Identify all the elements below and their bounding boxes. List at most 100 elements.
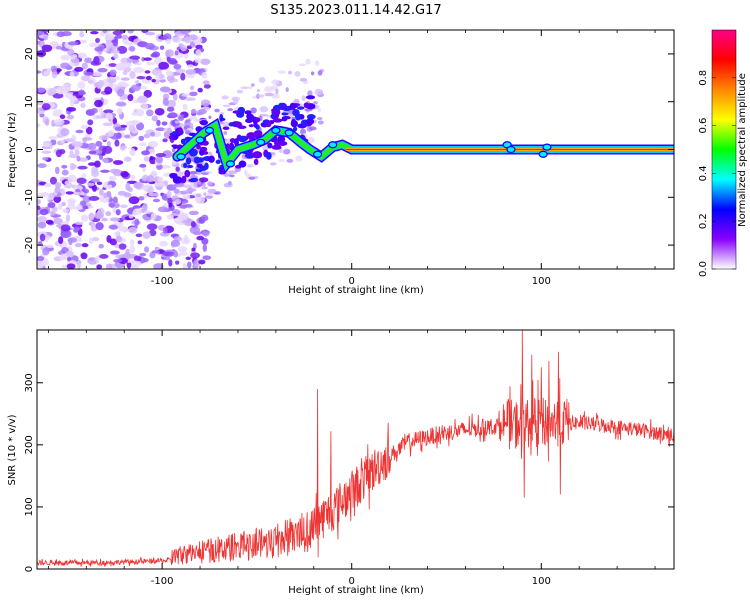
ridge-blob [542,143,552,151]
heatmap-speckle-cell [167,57,177,65]
heatmap-speckle-cell [65,191,74,195]
heatmap-speckle-cell [54,182,62,189]
heatmap-speckle-cell [166,74,175,83]
heatmap-speckle-cell [190,220,196,228]
heatmap-speckle-cell [107,184,113,189]
heatmap-speckle-cell [159,86,171,93]
heatmap-speckle-cell [112,30,123,36]
heatmap-speckle-cell [76,177,87,185]
heatmap-speckle-cell [130,84,141,92]
heatmap-blob [282,106,291,112]
heatmap-speckle-cell [195,195,202,204]
heatmap-speckle-cell [97,79,105,88]
heatmap-speckle-cell [52,92,64,99]
heatmap-blob [195,168,203,173]
heatmap-blob [244,110,252,115]
heatmap-speckle-cell [127,187,133,192]
heatmap-speckle-cell [202,231,210,237]
heatmap-blob [172,135,178,141]
heatmap-speckle-cell [229,174,235,178]
ridge-blob [256,138,266,146]
heatmap-y-label: Frequency (Hz) [7,112,18,188]
heatmap-speckle-cell [201,172,209,175]
heatmap-speckle-cell [139,252,147,257]
heatmap-speckle-cell [73,226,80,232]
heatmap-speckle-cell [62,208,70,214]
heatmap-speckle-cell [67,49,75,56]
heatmap-speckle-cell [88,42,100,48]
heatmap-speckle-cell [118,228,130,232]
heatmap-speckle-cell [58,148,66,155]
heatmap-speckle-cell [132,205,141,209]
heatmap-speckle-cell [94,46,104,52]
heatmap-speckle-cell [277,70,287,74]
heatmap-blob [281,117,288,122]
heatmap-speckle-cell [76,204,83,210]
heatmap-speckle-cell [134,218,140,226]
heatmap-speckle-cell [65,250,75,258]
heatmap-speckle-cell [60,224,71,232]
heatmap-speckle-cell [257,94,265,98]
heatmap-speckle-cell [317,120,324,125]
heatmap-speckle-cell [173,63,182,70]
heatmap-blob [215,159,221,165]
heatmap-speckle-cell [46,244,54,249]
heatmap-speckle-cell [49,210,56,216]
heatmap-speckle-cell [133,182,143,189]
heatmap-speckle-cell [50,65,58,72]
heatmap-speckle-cell [121,62,132,68]
heatmap-speckle-cell [37,70,42,74]
heatmap-speckle-cell [288,70,292,75]
heatmap-blob [196,163,203,169]
snr-y-ticks: 0 100 200 300 [24,373,674,572]
heatmap-speckle-cell [137,240,143,245]
snr-x-label: Height of straight line (km) [288,585,424,596]
heatmap-speckle-cell [183,36,192,44]
heatmap-speckle-cell [154,182,166,187]
heatmap-speckle-cell [48,192,56,199]
heatmap-speckle-cell [105,33,115,38]
heatmap-speckle-cell [299,77,308,82]
heatmap-speckle-cell [102,158,109,164]
heatmap-speckle-cell [183,184,192,189]
heatmap-ridge [172,117,674,175]
heatmap-blob [292,126,298,132]
heatmap-speckle-cell [39,233,46,242]
heatmap-speckle-cell [175,198,182,205]
heatmap-speckle-cell [114,139,120,147]
heatmap-speckle-cell [119,204,128,208]
heatmap-speckle-cell [158,73,164,80]
heatmap-speckle-cell [208,115,212,120]
heatmap-speckle-cell [308,126,317,131]
heatmap-speckle-cell [37,122,41,128]
heatmap-speckle-cell [122,38,129,44]
heatmap-speckle-cell [221,95,229,100]
heatmap-speckle-cell [69,150,74,156]
heatmap-speckle-cell [197,184,201,188]
heatmap-speckle-cell [53,217,63,225]
x-tick-label: 0 [349,276,355,287]
heatmap-speckle-cell [88,150,97,155]
heatmap-speckle-cell [102,122,114,126]
heatmap-speckle-cell [129,245,136,254]
heatmap-speckle-cell [37,30,44,36]
heatmap-speckle-cell [128,196,140,205]
heatmap-speckle-cell [190,85,195,91]
heatmap-speckle-cell [87,142,97,151]
heatmap-speckle-cell [69,55,76,60]
colorbar-gradient [711,29,737,270]
heatmap-speckle-cell [157,176,164,183]
heatmap-speckle-cell [175,166,180,172]
heatmap-speckle-cell [79,30,85,38]
heatmap-speckle-cell [118,222,124,226]
heatmap-speckle-cell [153,263,164,269]
heatmap-speckle-cell [313,101,318,105]
heatmap-speckle-cell [151,115,158,122]
heatmap-speckle-cell [146,175,155,183]
heatmap-speckle-cell [273,94,277,98]
heatmap-blob [252,151,263,159]
heatmap-speckle-cell [112,196,118,204]
heatmap-speckle-cell [208,151,212,155]
snr-y-label: SNR (10 * v/v) [7,414,18,485]
